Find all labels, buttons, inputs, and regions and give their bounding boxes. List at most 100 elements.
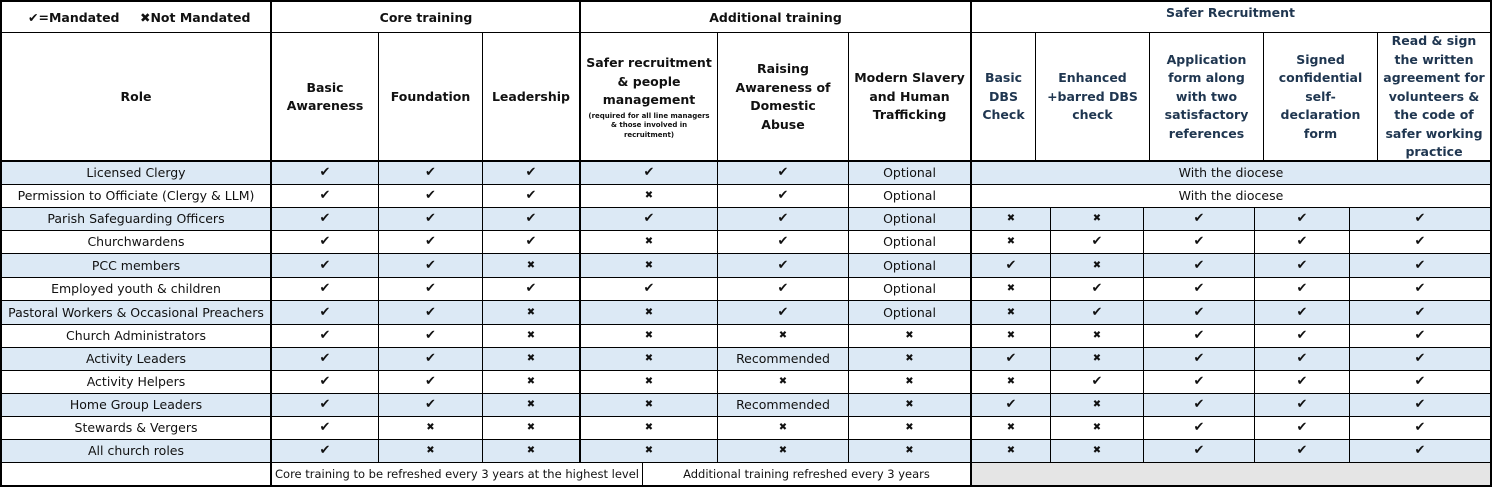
cell-safer-people-cross-icon: ✖ <box>644 190 654 201</box>
cell-declaration-tick-icon: ✔ <box>1296 211 1308 226</box>
cell-safer-people-cross-icon: ✖ <box>644 259 654 271</box>
cell-safer-people-cross-icon: ✖ <box>644 445 654 456</box>
grid-line <box>0 416 1492 417</box>
cell-leadership-cross-icon: ✖ <box>526 353 536 364</box>
grid-line <box>1143 207 1144 462</box>
cell-agreement-tick-icon: ✔ <box>1414 257 1426 273</box>
cell-foundation-tick-icon: ✔ <box>425 304 436 320</box>
grid-line <box>0 462 1492 463</box>
cell-safer-people-cross-icon: ✖ <box>644 376 654 387</box>
group-safer-recruitment: Safer Recruitment <box>1165 4 1296 20</box>
cell-safer-people-cross-icon: ✖ <box>644 353 654 364</box>
cell-leadership-cross-icon: ✖ <box>526 306 536 318</box>
grid-line <box>0 370 1492 371</box>
header-domestic-abuse-text: Raising Awareness of Domestic Abuse <box>735 61 831 132</box>
footer-core-refresh: Core training to be refreshed every 3 ye… <box>275 466 639 481</box>
grid-line <box>1377 32 1378 160</box>
header-basic-awareness-text: Basic Awareness <box>286 79 364 114</box>
cell-declaration-tick-icon: ✔ <box>1296 304 1308 320</box>
role-cell: Pastoral Workers & Occasional Preachers <box>8 304 264 320</box>
grid-line <box>0 439 1492 440</box>
role-cell: Churchwardens <box>87 234 185 249</box>
cell-domestic-abuse-tick-icon: ✔ <box>777 234 789 249</box>
grid-line <box>1490 0 1492 487</box>
role-cell: All church roles <box>87 443 184 458</box>
role-cell: Activity Leaders <box>85 351 187 366</box>
cell-basic-dbs-cross-icon: ✖ <box>1006 445 1016 456</box>
cell-declaration-tick-icon: ✔ <box>1296 397 1308 412</box>
cell-basic-tick-icon: ✔ <box>319 374 331 389</box>
cell-basic-dbs-tick-icon: ✔ <box>1005 351 1017 366</box>
cell-modern-slavery-cross-icon: ✖ <box>905 376 914 387</box>
grid-line <box>0 485 1492 487</box>
cell-leadership-tick-icon: ✔ <box>525 188 537 203</box>
grid-line <box>970 0 972 487</box>
cell-basic-dbs-cross-icon: ✖ <box>1006 213 1016 224</box>
cell-agreement-tick-icon: ✔ <box>1414 328 1426 343</box>
cell-domestic-abuse-tick-icon: ✔ <box>777 211 789 226</box>
cell-leadership-cross-icon: ✖ <box>526 399 536 410</box>
cell-modern-slavery: Optional <box>883 165 936 180</box>
cell-modern-slavery-cross-icon: ✖ <box>905 330 914 341</box>
header-modern-slavery-text: Modern Slavery and Human Trafficking <box>854 70 965 123</box>
cell-agreement-tick-icon: ✔ <box>1414 374 1426 389</box>
role-cell: Church Administrators <box>66 328 206 343</box>
cell-agreement-tick-icon: ✔ <box>1414 397 1426 412</box>
cell-foundation-cross-icon: ✖ <box>426 445 435 456</box>
row-band <box>2 393 1490 416</box>
cell-leadership-tick-icon: ✔ <box>525 211 537 226</box>
cell-enhanced-dbs-tick-icon: ✔ <box>1091 374 1103 389</box>
cell-modern-slavery-cross-icon: ✖ <box>905 445 914 456</box>
header-application-form-text: Application form along with two satisfac… <box>1164 51 1249 141</box>
cell-agreement-tick-icon: ✔ <box>1414 281 1426 296</box>
cell-modern-slavery: Optional <box>883 211 936 226</box>
cell-modern-slavery-cross-icon: ✖ <box>905 353 914 364</box>
cell-enhanced-dbs-cross-icon: ✖ <box>1092 422 1102 433</box>
grid-line <box>579 0 581 462</box>
group-core-training: Core training <box>379 10 473 25</box>
header-basic-dbs: Basic DBS Check <box>972 33 1035 161</box>
cell-agreement-tick-icon: ✔ <box>1414 420 1426 435</box>
grid-line <box>0 253 1492 254</box>
cell-basic-dbs-cross-icon: ✖ <box>1006 422 1016 433</box>
cell-with-diocese: With the diocese <box>1178 165 1284 180</box>
cell-basic-tick-icon: ✔ <box>319 443 331 458</box>
cell-foundation-tick-icon: ✔ <box>425 211 436 226</box>
cell-domestic-abuse-cross-icon: ✖ <box>778 330 788 341</box>
cell-enhanced-dbs-cross-icon: ✖ <box>1092 445 1102 456</box>
cell-modern-slavery: Optional <box>883 304 936 320</box>
cell-modern-slavery: Optional <box>883 281 936 296</box>
cell-basic-tick-icon: ✔ <box>319 257 331 273</box>
cell-foundation-tick-icon: ✔ <box>425 257 436 273</box>
row-band <box>2 161 1490 184</box>
header-basic-awareness: Basic Awareness <box>272 33 378 161</box>
cell-foundation-tick-icon: ✔ <box>425 188 436 203</box>
grid-line <box>1149 32 1150 160</box>
cell-leadership-cross-icon: ✖ <box>526 330 536 341</box>
cell-application-tick-icon: ✔ <box>1193 328 1205 343</box>
grid-line <box>1349 207 1350 462</box>
row-band <box>2 300 1490 324</box>
cell-application-tick-icon: ✔ <box>1193 397 1205 412</box>
row-band <box>2 347 1490 370</box>
cell-application-tick-icon: ✔ <box>1193 257 1205 273</box>
cell-foundation-cross-icon: ✖ <box>426 422 435 433</box>
cell-application-tick-icon: ✔ <box>1193 351 1205 366</box>
cell-safer-people-cross-icon: ✖ <box>644 422 654 433</box>
header-foundation: Foundation <box>390 88 471 104</box>
header-self-declaration-text: Signed confidential self-declaration for… <box>1278 51 1363 141</box>
cell-foundation-tick-icon: ✔ <box>425 165 436 180</box>
cell-basic-dbs-cross-icon: ✖ <box>1006 376 1016 387</box>
row-band <box>2 253 1490 277</box>
cell-declaration-tick-icon: ✔ <box>1296 374 1308 389</box>
grid-line <box>0 300 1492 301</box>
legend-mandated: ✔=Mandated <box>28 9 120 25</box>
cell-basic-tick-icon: ✔ <box>319 304 331 320</box>
cell-domestic-abuse-cross-icon: ✖ <box>778 422 788 433</box>
grid-line <box>717 32 718 462</box>
cell-domestic-abuse: Recommended <box>736 351 830 366</box>
grid-line <box>378 32 379 462</box>
cell-basic-dbs-tick-icon: ✔ <box>1005 257 1017 273</box>
grid-line <box>0 207 1492 208</box>
